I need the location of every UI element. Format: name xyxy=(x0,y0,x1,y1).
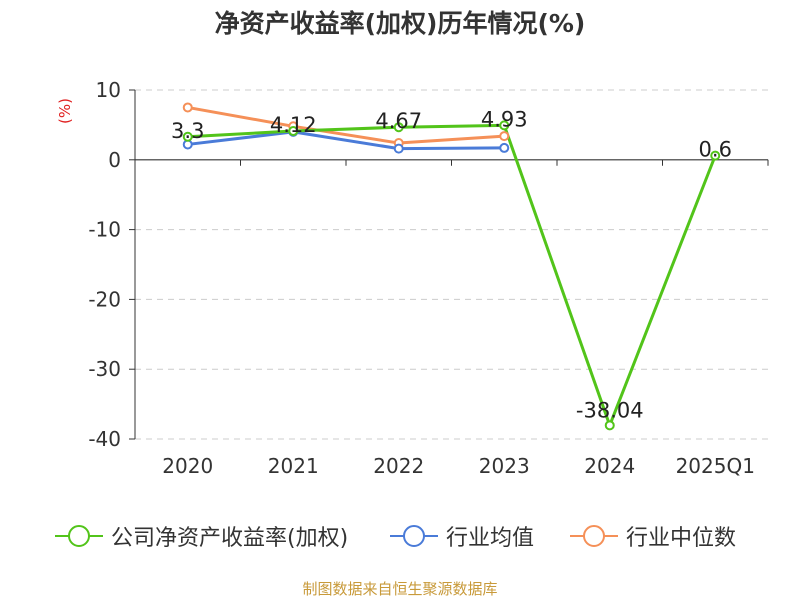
data-label: 4.12 xyxy=(270,113,317,137)
data-point-0 xyxy=(604,420,615,431)
data-label: -38.04 xyxy=(576,398,644,422)
legend-label-company: 公司净资产收益率(加权) xyxy=(111,526,349,551)
data-point-1 xyxy=(499,142,510,153)
x-tick-label: 2024 xyxy=(584,454,635,478)
legend-marker-industry-mean xyxy=(390,525,438,547)
legend-label-industry-mean: 行业均值 xyxy=(446,526,535,551)
x-tick-label: 2025Q1 xyxy=(676,454,755,478)
data-label: 3.3 xyxy=(171,119,204,143)
data-point-2 xyxy=(182,102,193,113)
data-point-1 xyxy=(393,143,404,154)
y-tick-label: -10 xyxy=(88,218,121,242)
x-tick-label: 2022 xyxy=(373,454,424,478)
y-tick-label: -20 xyxy=(88,287,121,311)
series-line-0 xyxy=(187,123,717,427)
y-tick-label: 10 xyxy=(96,78,121,102)
y-tick-label: 0 xyxy=(108,148,121,172)
legend-marker-company xyxy=(55,525,103,547)
series-line-1 xyxy=(187,130,505,151)
x-tick-label: 2023 xyxy=(479,454,530,478)
axes: 10 0 -10 -20 -30 -40 2020 2021 2022 2023 2024 2025Q… xyxy=(88,78,769,478)
x-tick-label: 2021 xyxy=(268,454,319,478)
series-lines xyxy=(187,105,717,427)
y-tick-label: -30 xyxy=(88,357,121,381)
y-tick-label: -40 xyxy=(88,427,121,451)
x-tick-label: 2020 xyxy=(162,454,213,478)
data-point-0 xyxy=(288,126,299,137)
legend-label-industry-median: 行业中位数 xyxy=(626,526,737,551)
data-point-0 xyxy=(710,150,721,161)
data-point-0 xyxy=(393,122,404,133)
legend-item-industry-median[interactable]: 行业中位数 xyxy=(570,519,736,553)
chart-title: 净资产收益率(加权)历年情况(%) xyxy=(214,9,586,38)
data-points xyxy=(182,102,721,431)
data-label: 4.93 xyxy=(481,107,528,131)
data-label: 4.67 xyxy=(375,109,422,133)
data-label: 0.6 xyxy=(699,138,732,162)
series-line-2 xyxy=(187,105,505,145)
data-point-2 xyxy=(499,131,510,142)
legend-marker-industry-median xyxy=(570,525,618,547)
legend: 公司净资产收益率(加权) 行业均值 行业中位数 xyxy=(0,519,800,553)
data-point-0 xyxy=(182,131,193,142)
data-labels: 3.3 4.12 4.67 4.93 -38.04 0.6 xyxy=(171,107,732,422)
data-source-note: 制图数据来自恒生聚源数据库 xyxy=(302,580,498,598)
legend-item-industry-mean[interactable]: 行业均值 xyxy=(390,519,534,553)
data-point-0 xyxy=(499,120,510,131)
legend-item-company[interactable]: 公司净资产收益率(加权) xyxy=(55,519,348,553)
